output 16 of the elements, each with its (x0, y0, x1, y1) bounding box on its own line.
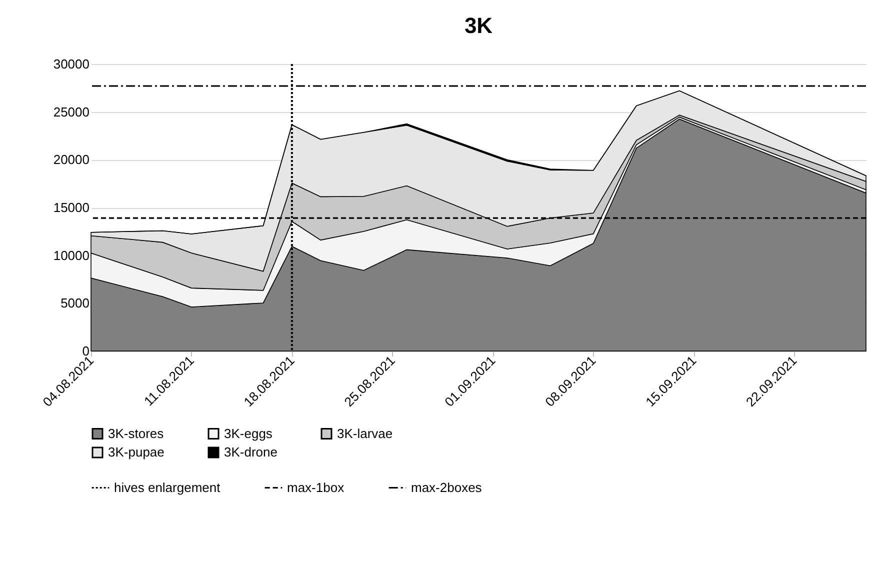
y-tick-label: 5000 (60, 296, 90, 311)
chart-title: 3K (464, 13, 493, 38)
legend-label: 3K-pupae (108, 444, 164, 460)
y-tick-label: 10000 (53, 248, 90, 263)
y-tick-label: 25000 (53, 104, 90, 120)
legend-label: 3K-larvae (337, 426, 393, 441)
legend-label: 3K-drone (224, 444, 278, 460)
legend-label: 3K-eggs (224, 426, 273, 441)
y-tick-label: 15000 (53, 200, 90, 215)
legend-label: max-1box (287, 480, 345, 495)
legend-label: hives enlargement (114, 480, 221, 495)
y-tick-label: 0 (82, 344, 90, 358)
legend-label: max-2boxes (411, 480, 482, 495)
y-tick-label: 30000 (53, 56, 90, 72)
y-tick-label: 20000 (53, 152, 90, 168)
legend-label: 3K-stores (108, 426, 164, 441)
